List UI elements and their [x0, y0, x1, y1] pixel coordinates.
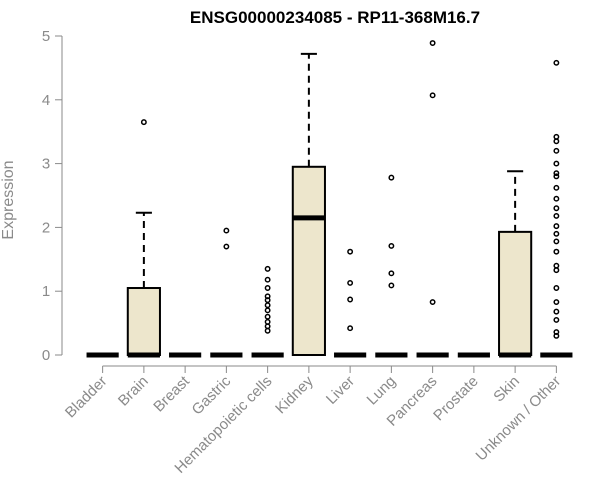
outlier-point [388, 242, 395, 249]
outlier-point [553, 212, 560, 219]
outlier-point [347, 296, 354, 303]
outlier-point [223, 243, 230, 250]
box-group [334, 248, 367, 358]
outlier-point [347, 248, 354, 255]
y-axis-label: Expression [0, 160, 17, 239]
outlier-point [553, 262, 560, 269]
outlier-point [429, 92, 436, 99]
outlier-point [553, 248, 560, 255]
x-category-label: Liver [323, 373, 358, 408]
outlier-point [429, 40, 436, 46]
box-group [210, 227, 243, 358]
outlier-point [553, 238, 560, 245]
outlier-point [553, 223, 560, 230]
outlier-point [553, 205, 560, 212]
y-tick-label: 4 [42, 92, 50, 109]
y-tick-label: 1 [42, 283, 50, 300]
box-group [498, 170, 533, 358]
outlier-point [553, 299, 560, 305]
outlier-point [553, 329, 560, 335]
box-body [498, 230, 533, 356]
outlier-point [388, 270, 395, 277]
x-category-label: Brain [115, 373, 152, 410]
outlier-point [553, 195, 560, 202]
outlier-point [553, 308, 560, 315]
box-group [416, 40, 449, 358]
x-category-label: Prostate [430, 373, 482, 425]
outlier-point [264, 313, 271, 320]
outlier-point [264, 265, 271, 272]
outlier-point [553, 133, 560, 140]
box-group [375, 174, 408, 358]
outlier-point [264, 307, 271, 314]
box-group [126, 119, 161, 358]
outlier-point [553, 184, 560, 191]
outlier-point [347, 279, 354, 286]
outlier-point [264, 318, 271, 325]
box-body [291, 165, 326, 356]
chart-title: ENSG00000234085 - RP11-368M16.7 [190, 8, 480, 27]
y-tick-label: 5 [42, 28, 50, 45]
y-axis: 0 1 2 3 4 5 [42, 28, 63, 364]
box-group [291, 52, 326, 356]
box-body [126, 287, 161, 357]
boxes-layer [86, 40, 573, 358]
outlier-point [553, 160, 560, 167]
box-group [251, 265, 284, 358]
box-group [540, 59, 573, 358]
x-category-label: Skin [490, 373, 523, 406]
outlier-point [553, 147, 560, 154]
outlier-point [388, 174, 395, 181]
outlier-point [264, 302, 271, 309]
outlier-point [347, 325, 354, 332]
outlier-point [429, 299, 436, 305]
outlier-point [553, 59, 560, 66]
outlier-point [553, 170, 560, 177]
y-tick-label: 2 [42, 219, 50, 236]
x-category-label: Bladder [62, 373, 111, 422]
outlier-point [553, 285, 560, 291]
x-category-label: Kidney [272, 372, 317, 417]
outlier-point [264, 276, 271, 283]
outlier-point [264, 293, 271, 300]
x-category-label: Lung [364, 373, 400, 409]
outlier-point [140, 119, 147, 126]
outlier-point [223, 227, 230, 234]
outlier-point [553, 230, 560, 237]
x-category-label: Breast [150, 372, 193, 415]
outlier-point [264, 285, 271, 291]
outlier-point [553, 316, 560, 323]
y-tick-label: 0 [42, 347, 50, 364]
outlier-point [388, 282, 395, 289]
y-tick-label: 3 [42, 156, 50, 173]
outlier-point [553, 173, 560, 180]
